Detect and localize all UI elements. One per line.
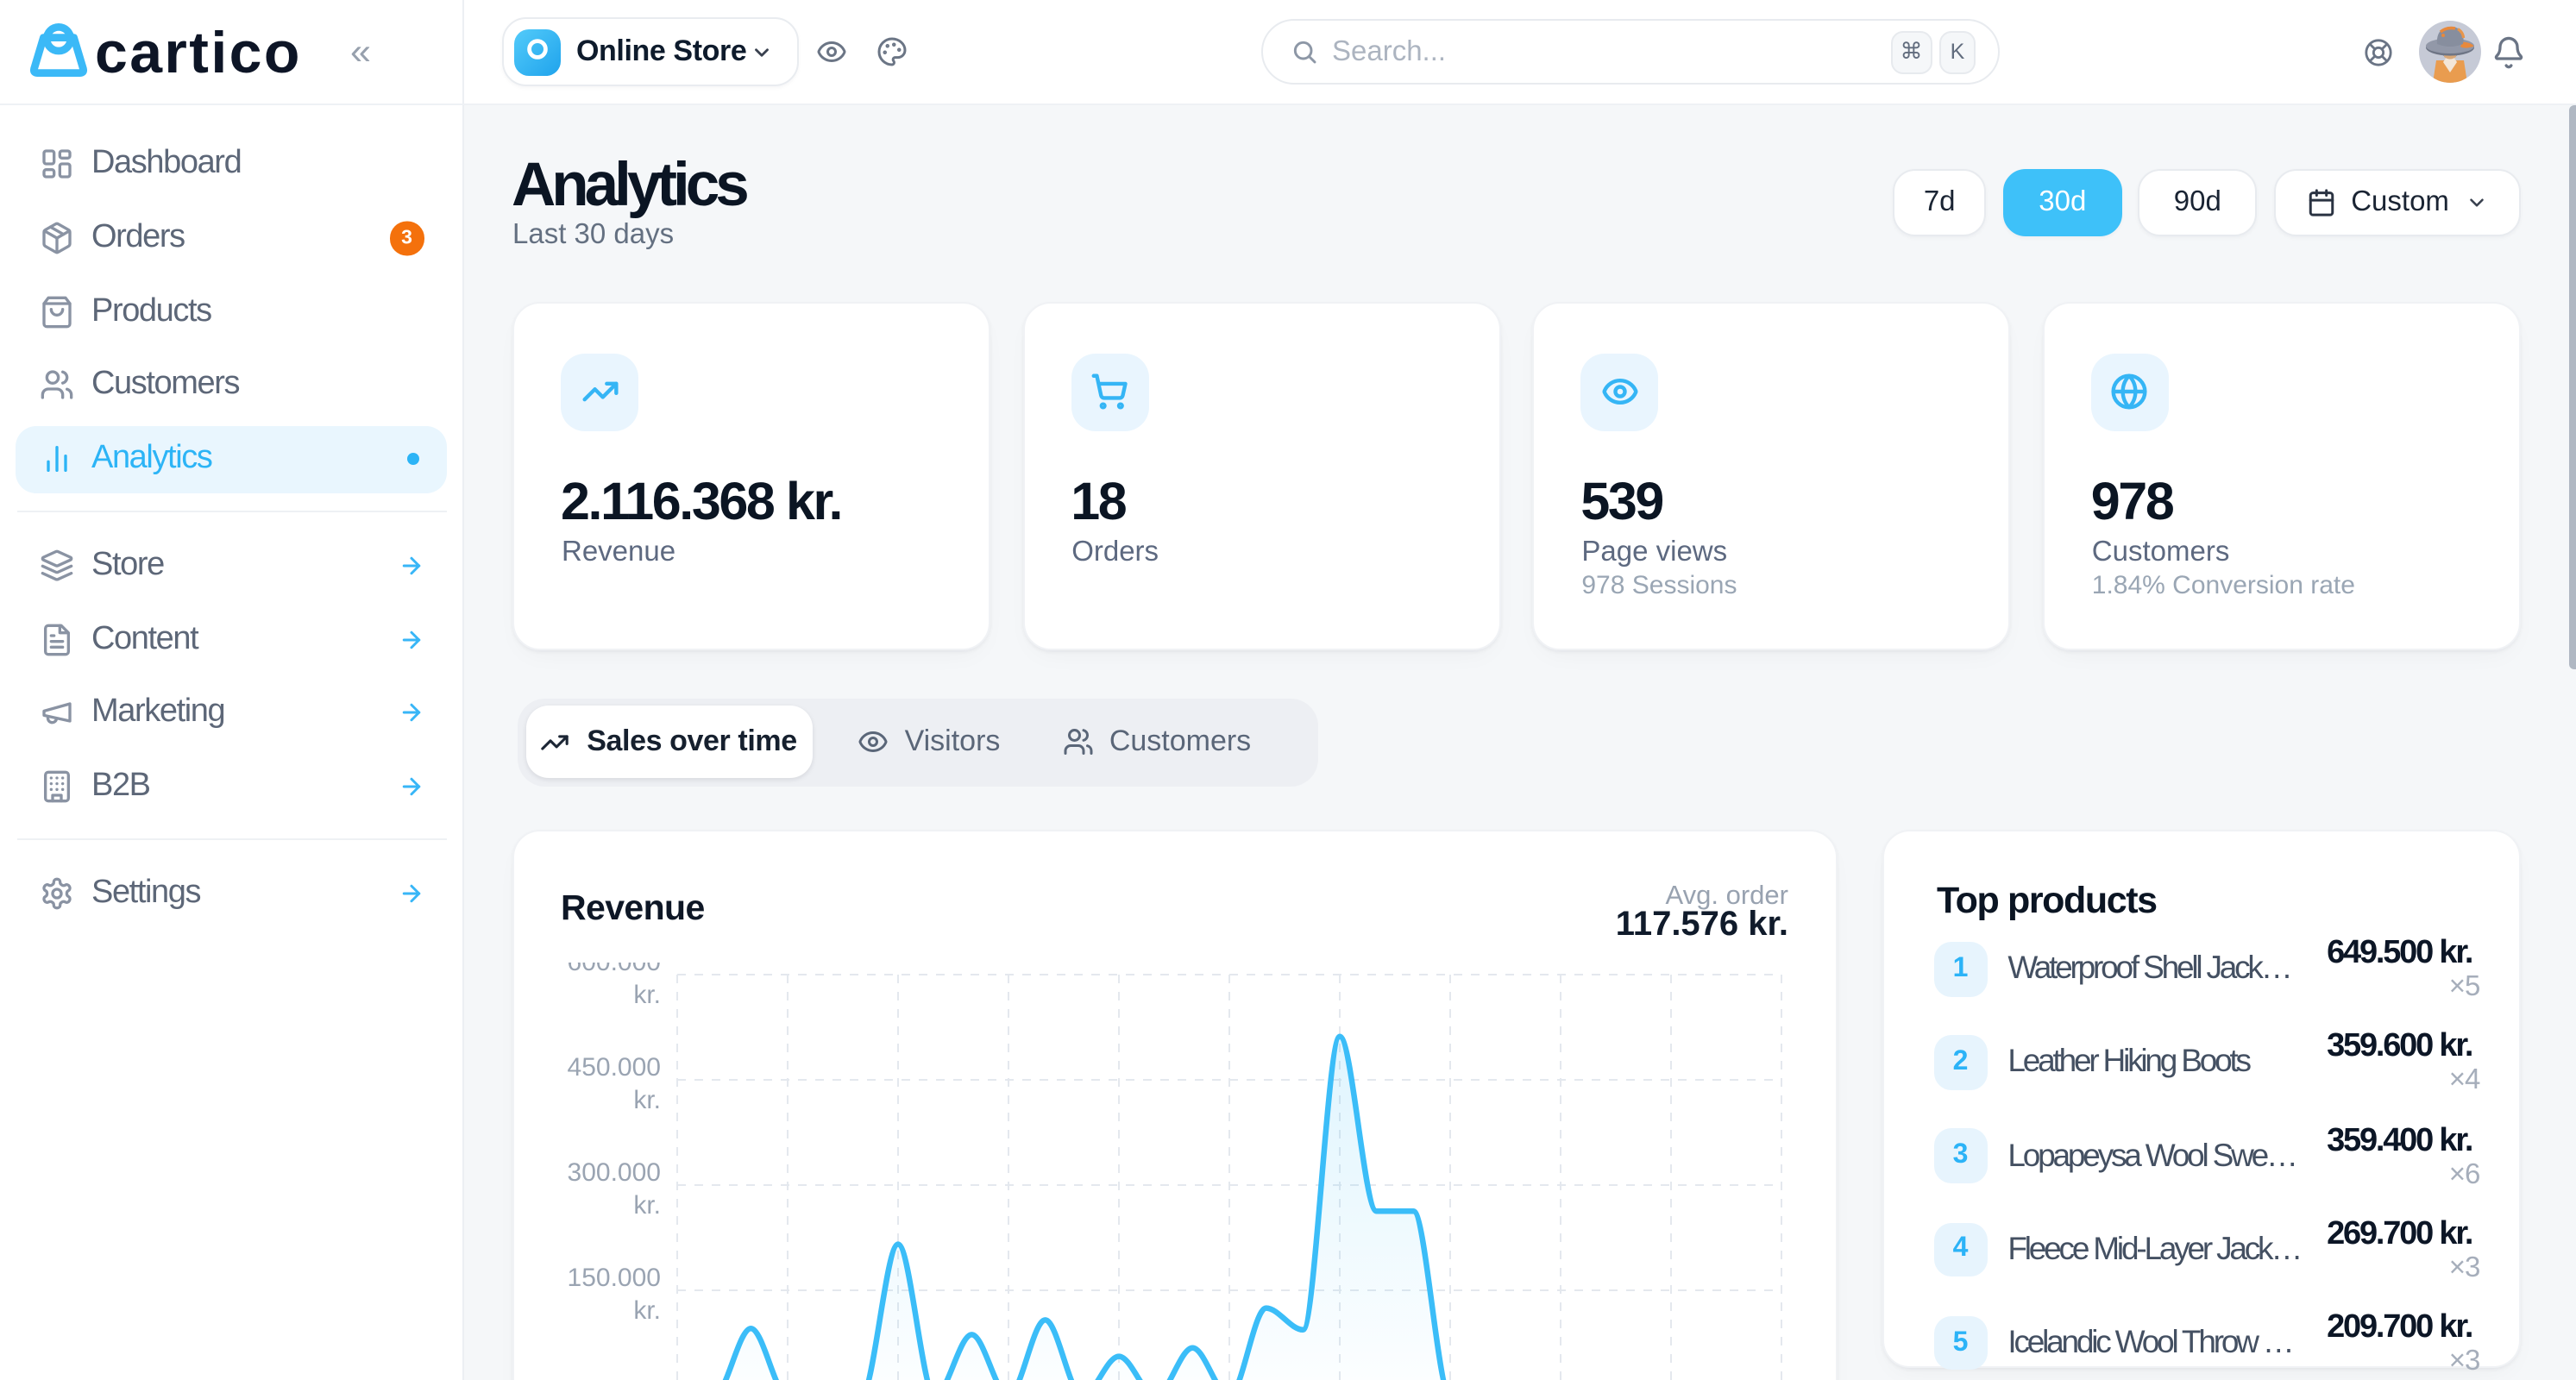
svg-text:600.000: 600.000: [568, 962, 661, 975]
svg-text:kr.: kr.: [633, 1085, 661, 1113]
svg-text:300.000: 300.000: [568, 1157, 661, 1186]
svg-text:450.000: 450.000: [568, 1052, 661, 1081]
svg-text:kr.: kr.: [633, 980, 661, 1008]
svg-text:kr.: kr.: [633, 1295, 661, 1324]
svg-text:150.000: 150.000: [568, 1263, 661, 1291]
svg-text:kr.: kr.: [633, 1190, 661, 1219]
